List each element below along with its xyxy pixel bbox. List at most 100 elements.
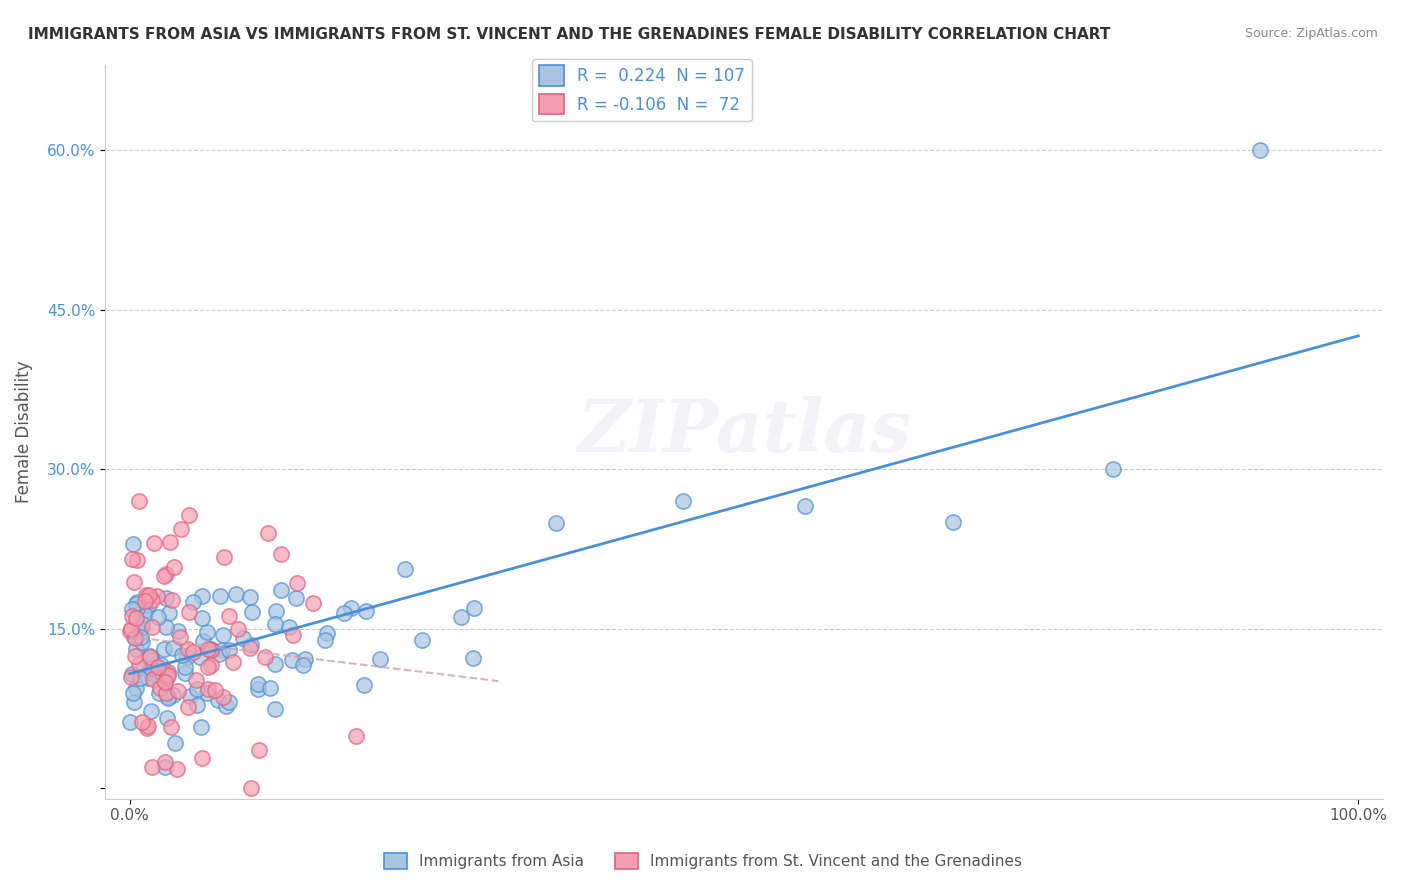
Point xyxy=(125,681,148,695)
Point xyxy=(155,675,177,690)
Point xyxy=(179,605,201,619)
Point xyxy=(166,762,188,776)
Y-axis label: Female Disability: Female Disability xyxy=(15,360,32,503)
Point xyxy=(167,624,190,638)
Point xyxy=(239,638,262,652)
Point xyxy=(152,664,174,678)
Point xyxy=(461,650,484,665)
Point xyxy=(281,628,304,642)
Point xyxy=(197,685,219,699)
Point xyxy=(316,626,339,640)
Point xyxy=(135,591,157,605)
Point xyxy=(125,611,148,625)
Point xyxy=(177,700,200,714)
Point xyxy=(160,720,183,734)
Point xyxy=(146,610,169,624)
Point xyxy=(177,642,200,657)
Point xyxy=(186,681,208,696)
Point xyxy=(124,695,146,709)
Point xyxy=(169,630,191,644)
Legend: Immigrants from Asia, Immigrants from St. Vincent and the Grenadines: Immigrants from Asia, Immigrants from St… xyxy=(378,847,1028,875)
Text: Source: ZipAtlas.com: Source: ZipAtlas.com xyxy=(1244,27,1378,40)
Text: IMMIGRANTS FROM ASIA VS IMMIGRANTS FROM ST. VINCENT AND THE GRENADINES FEMALE DI: IMMIGRANTS FROM ASIA VS IMMIGRANTS FROM … xyxy=(28,27,1111,42)
Point xyxy=(188,650,211,665)
Point xyxy=(218,695,240,709)
Point xyxy=(218,642,240,657)
Point xyxy=(128,625,150,640)
Point xyxy=(142,667,165,681)
Point xyxy=(128,671,150,685)
Point xyxy=(270,547,292,561)
Point xyxy=(942,516,965,530)
Point xyxy=(450,610,472,624)
Point xyxy=(195,624,218,639)
Text: ZIPatlas: ZIPatlas xyxy=(576,396,911,467)
Point xyxy=(284,591,307,606)
Point xyxy=(200,658,222,673)
Point xyxy=(139,650,162,665)
Point xyxy=(226,622,249,636)
Point xyxy=(259,681,281,695)
Point xyxy=(121,552,143,566)
Point xyxy=(214,698,236,713)
Point xyxy=(247,681,270,696)
Point xyxy=(340,601,363,615)
Point xyxy=(411,633,433,648)
Point xyxy=(278,620,301,634)
Point xyxy=(264,657,287,672)
Point xyxy=(124,649,146,664)
Point xyxy=(394,562,416,576)
Point xyxy=(141,620,163,634)
Point xyxy=(122,575,145,590)
Point xyxy=(197,660,219,674)
Point xyxy=(344,729,367,743)
Point xyxy=(368,651,391,665)
Point xyxy=(159,535,181,549)
Point xyxy=(160,593,183,607)
Point xyxy=(353,678,375,692)
Point xyxy=(266,604,288,618)
Point xyxy=(197,642,219,657)
Point xyxy=(225,587,247,601)
Point xyxy=(212,550,235,565)
Point xyxy=(333,606,356,620)
Point xyxy=(141,661,163,675)
Point xyxy=(166,684,188,698)
Point xyxy=(121,602,143,616)
Point xyxy=(135,588,157,602)
Point xyxy=(671,494,693,508)
Point xyxy=(141,592,163,607)
Point xyxy=(122,631,145,645)
Point xyxy=(191,611,214,625)
Point xyxy=(218,609,240,624)
Point xyxy=(200,641,222,656)
Point xyxy=(174,666,197,681)
Point xyxy=(292,658,315,673)
Point xyxy=(122,686,145,700)
Point xyxy=(155,675,177,690)
Point xyxy=(124,642,146,657)
Point xyxy=(212,690,235,704)
Point xyxy=(134,659,156,673)
Point xyxy=(1249,143,1271,157)
Point xyxy=(157,665,180,680)
Point xyxy=(186,698,208,712)
Point xyxy=(162,688,184,702)
Point xyxy=(207,693,229,707)
Point xyxy=(190,720,212,734)
Point xyxy=(148,685,170,699)
Point xyxy=(127,553,149,567)
Point xyxy=(176,649,198,664)
Point xyxy=(155,686,177,700)
Point xyxy=(155,591,177,606)
Point xyxy=(184,673,207,687)
Point xyxy=(294,652,316,666)
Point xyxy=(129,630,152,644)
Point xyxy=(204,683,226,698)
Point xyxy=(170,522,193,536)
Point xyxy=(138,588,160,602)
Point xyxy=(138,598,160,612)
Point xyxy=(162,640,184,655)
Point xyxy=(120,624,142,639)
Point xyxy=(121,666,143,681)
